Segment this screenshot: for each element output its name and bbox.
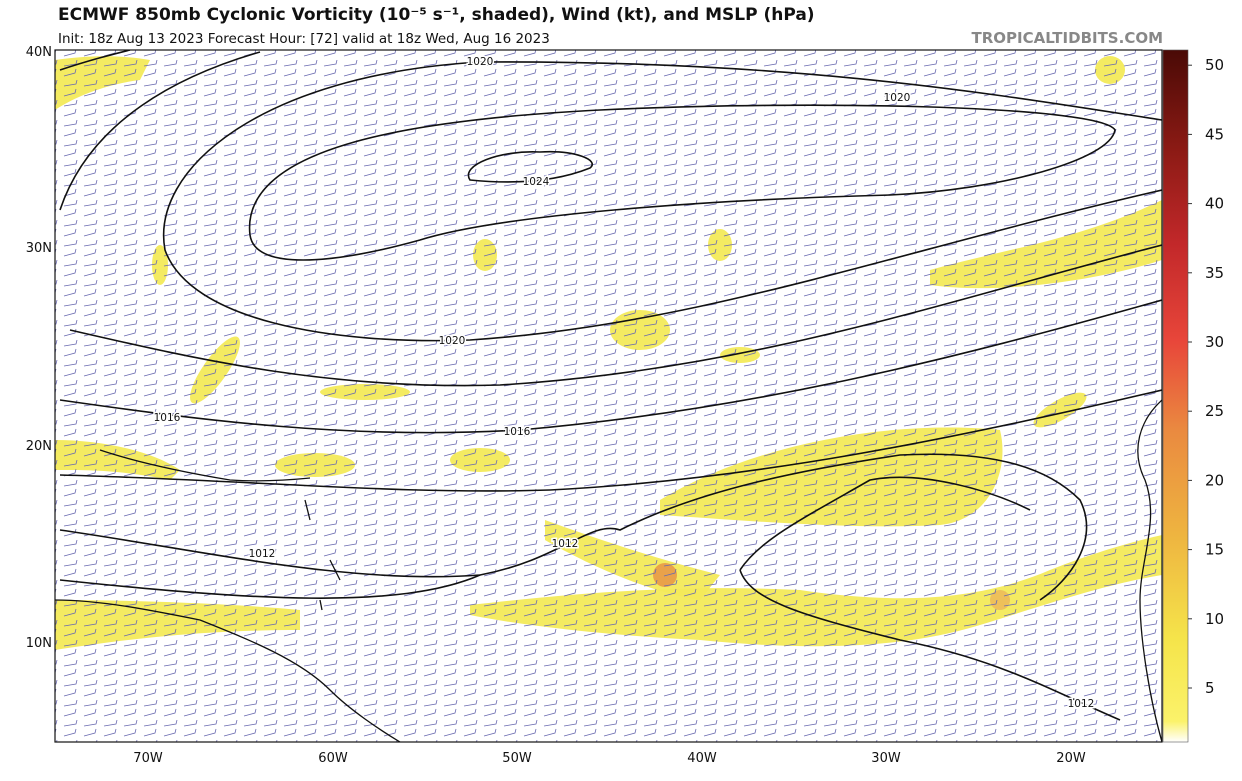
isobar-label: 1016 xyxy=(154,412,181,424)
lon-label: 70W xyxy=(133,751,163,766)
colorbar-label: 30 xyxy=(1205,333,1224,351)
coastlines xyxy=(55,399,1162,742)
colorbar-label: 5 xyxy=(1205,679,1215,697)
lat-label: 20N xyxy=(26,439,52,454)
subtitle: Init: 18z Aug 13 2023 Forecast Hour: [72… xyxy=(58,31,550,47)
lon-label: 60W xyxy=(318,751,348,766)
isobar-label: 1012 xyxy=(1068,698,1095,710)
isobar-label: 1020 xyxy=(884,92,911,104)
isobars xyxy=(59,50,1162,721)
lat-label: 10N xyxy=(26,636,52,651)
map-area xyxy=(55,50,1162,742)
colorbar-label: 45 xyxy=(1205,125,1224,143)
isobar-label: 1012 xyxy=(249,548,276,560)
lon-label: 30W xyxy=(871,751,901,766)
colorbar-label: 25 xyxy=(1205,402,1224,420)
lat-label: 30N xyxy=(26,241,52,256)
colorbar-label: 20 xyxy=(1205,471,1224,489)
colorbar-label: 50 xyxy=(1205,56,1224,74)
isobar-label: 1020 xyxy=(439,335,466,347)
title: ECMWF 850mb Cyclonic Vorticity (10⁻⁵ s⁻¹… xyxy=(58,5,815,25)
isobar-label: 1016 xyxy=(504,426,531,438)
wind-barbs xyxy=(55,50,1162,742)
lon-label: 50W xyxy=(502,751,532,766)
colorbar-label: 15 xyxy=(1205,541,1224,559)
lon-label: 20W xyxy=(1056,751,1086,766)
lat-label: 40N xyxy=(26,45,52,60)
map-frame xyxy=(54,49,1163,743)
site-credit: TROPICALTIDBITS.COM xyxy=(972,29,1164,47)
isobar-label: 1024 xyxy=(523,176,550,188)
lon-label: 40W xyxy=(687,751,717,766)
colorbar-label: 35 xyxy=(1205,264,1224,282)
colorbar-label: 40 xyxy=(1205,195,1224,213)
isobar-label: 1020 xyxy=(467,56,494,68)
colorbar-label: 10 xyxy=(1205,610,1224,628)
isobar-label: 1012 xyxy=(552,538,579,550)
colorbar xyxy=(1162,49,1189,743)
